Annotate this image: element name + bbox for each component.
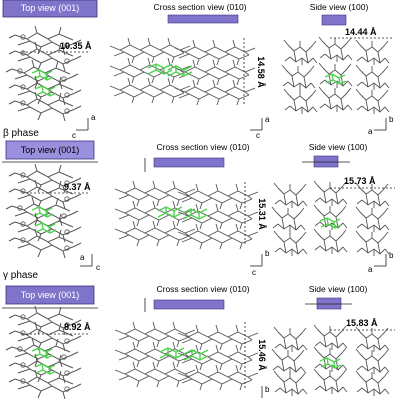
view-banner — [5, 140, 95, 160]
svg-text:c: c — [252, 268, 256, 277]
distance-label: 14.58 Å — [256, 56, 266, 88]
view-label: Top view (001) — [21, 290, 80, 300]
axis-indicator: b — [261, 385, 270, 398]
row3-cross-section-panel: Cross section view (010) 15.46 Å b — [114, 284, 270, 398]
view-label: Top view (001) — [21, 145, 80, 155]
svg-text:c: c — [256, 131, 260, 140]
view-label: Side view (100) — [309, 284, 368, 294]
view-banner — [153, 157, 225, 168]
svg-text:a: a — [368, 265, 373, 274]
phase-label: γ phase — [3, 270, 38, 281]
molecule-stack — [114, 321, 259, 391]
row-3: γ phase Top view (001) 8.92 Å Cross sect… — [2, 270, 395, 400]
row1-top-view-panel: Top view (001) 10.35 Å a c — [2, 0, 98, 140]
distance-label: 9.37 Å — [64, 182, 91, 192]
svg-text:c: c — [96, 263, 100, 272]
view-label: Top view (001) — [21, 3, 80, 13]
row-2: β phase Top view (001) 9.37 Å a c Cr — [2, 128, 395, 277]
view-banner — [321, 14, 347, 26]
svg-text:b: b — [389, 115, 394, 124]
axis-indicator: b a — [368, 251, 394, 274]
molecule-stack — [5, 163, 82, 259]
row2-cross-section-panel: Cross section view (010) 15.31 Å b c — [114, 142, 270, 277]
molecule-stack — [109, 37, 256, 106]
svg-text:b: b — [265, 249, 270, 258]
view-label: Side view (100) — [309, 142, 368, 152]
view-banner — [5, 285, 95, 305]
view-label: Cross section view (010) — [156, 284, 249, 294]
view-label: Cross section view (010) — [156, 142, 249, 152]
row-1: Top view (001) 10.35 Å a c Cross section… — [2, 0, 394, 140]
molecule-stack — [271, 180, 390, 257]
row2-top-view-panel: Top view (001) 9.37 Å a c — [2, 140, 100, 272]
svg-text:a: a — [265, 115, 270, 124]
axis-indicator: c a — [250, 115, 270, 140]
axis-indicator: b a — [368, 115, 394, 136]
distance-label: 15.73 Å — [344, 176, 376, 186]
distance-label: 10.35 Å — [60, 41, 92, 51]
distance-label: 8.92 Å — [64, 322, 91, 332]
svg-text:b: b — [265, 385, 270, 394]
view-banner — [316, 297, 342, 310]
view-banner — [2, 0, 98, 18]
row1-side-view-panel: Side view (100) 14.44 Å b a — [281, 2, 394, 136]
phase-label: β phase — [3, 128, 39, 139]
axis-indicator: b c — [250, 249, 270, 277]
view-banner — [313, 155, 339, 168]
molecule-stack — [5, 305, 82, 400]
svg-text:a: a — [368, 127, 373, 136]
view-label: Cross section view (010) — [153, 2, 246, 12]
molecule-stack — [281, 36, 390, 115]
svg-text:c: c — [72, 131, 76, 140]
svg-text:a: a — [91, 113, 96, 122]
distance-label: 15.31 Å — [257, 198, 267, 230]
distance-label: 15.46 Å — [257, 339, 267, 371]
view-banner — [167, 14, 239, 24]
row3-side-view-panel: Side view (100) 15.83 Å — [271, 284, 395, 397]
axis-indicator: a c — [80, 253, 100, 272]
distance-label: 15.83 Å — [346, 318, 378, 328]
view-label: Side view (100) — [310, 2, 369, 12]
molecule-stack — [271, 324, 390, 397]
molecule-stack — [114, 180, 259, 250]
svg-text:a: a — [80, 253, 85, 262]
row3-top-view-panel: Top view (001) 8.92 Å — [2, 285, 98, 400]
row1-cross-section-panel: Cross section view (010) 14.58 Å c a — [109, 2, 270, 140]
distance-label: 14.44 Å — [345, 27, 377, 37]
svg-text:b: b — [389, 251, 394, 260]
axis-indicator: a c — [72, 113, 96, 140]
row2-side-view-panel: Side view (100) 15.73 Å b a — [271, 142, 395, 274]
view-banner — [153, 299, 225, 310]
